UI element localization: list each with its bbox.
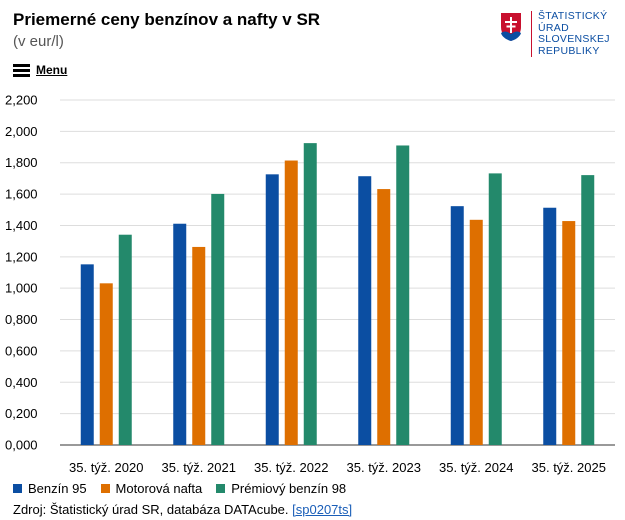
statistical-office-logo[interactable]: ŠTATISTICKÝ ÚRAD SLOVENSKEJ REPUBLIKY [499,10,610,57]
x-tick-label: 35. týž. 2023 [347,460,421,475]
logo-text: ŠTATISTICKÝ ÚRAD SLOVENSKEJ REPUBLIKY [531,10,610,57]
logo-line: SLOVENSKEJ [538,33,610,45]
bar [396,145,410,445]
bar [377,189,391,445]
bar [358,176,372,446]
menu-button[interactable]: Menu [13,63,67,77]
x-tick-label: 35. týž. 2024 [439,460,513,475]
bar [173,223,187,445]
y-tick-label: 1,800 [5,155,38,170]
bar [80,264,94,445]
y-tick-label: 1,400 [5,218,38,233]
source-text: Zdroj: Štatistický úrad SR, databáza DAT… [13,502,293,517]
logo-line: ŠTATISTICKÝ [538,10,608,22]
logo-line: REPUBLIKY [538,44,600,57]
legend-item-benzin-95[interactable]: Benzín 95 [13,481,87,496]
slovak-coat-of-arms-icon [501,13,521,41]
source-link[interactable]: [sp0207ts] [292,502,353,517]
hamburger-icon [13,63,30,77]
y-tick-label: 0,800 [5,312,38,327]
bar [543,207,557,445]
bar [303,143,317,445]
bar [192,246,206,445]
y-tick-label: 0,600 [5,343,38,358]
x-tick-label: 35. týž. 2022 [254,460,328,475]
x-tick-label: 35. týž. 2020 [69,460,143,475]
bar [99,283,113,445]
legend-swatch [100,484,110,493]
bar [469,219,483,445]
logo-line: ÚRAD [538,21,569,34]
source-note: Zdroj: Štatistický úrad SR, databáza DAT… [13,502,352,517]
menu-label: Menu [36,63,68,77]
legend-label: Motorová nafta [115,481,203,496]
y-tick-label: 0,200 [5,406,38,421]
legend-label: Benzín 95 [28,481,87,496]
y-tick-label: 2,000 [5,124,38,139]
legend-label: Prémiový benzín 98 [231,481,347,496]
y-tick-label: 0,000 [5,438,38,453]
legend-swatch [13,484,22,493]
legend-swatch [216,484,226,493]
bar [265,174,279,445]
bar [488,173,502,445]
bar [118,234,132,445]
legend-item-motorova-nafta[interactable]: Motorová nafta [100,481,203,496]
legend: Benzín 95 Motorová nafta Prémiový benzín… [13,481,360,496]
chart-subtitle: (v eur/l) [13,33,64,50]
y-tick-label: 1,600 [5,187,38,202]
chart-title: Priemerné ceny benzínov a nafty v SR [13,10,321,29]
y-tick-label: 1,000 [5,281,38,296]
y-tick-label: 1,200 [5,249,38,264]
bar [284,160,298,446]
x-tick-label: 35. týž. 2021 [162,460,236,475]
bar [450,206,464,445]
bar [562,221,576,445]
x-tick-label: 35. týž. 2025 [532,460,606,475]
bar [581,175,595,445]
y-tick-label: 0,400 [5,375,38,390]
y-tick-label: 2,200 [5,93,38,108]
bar [211,193,225,445]
legend-item-premiovy-benzin-98[interactable]: Prémiový benzín 98 [216,481,346,496]
